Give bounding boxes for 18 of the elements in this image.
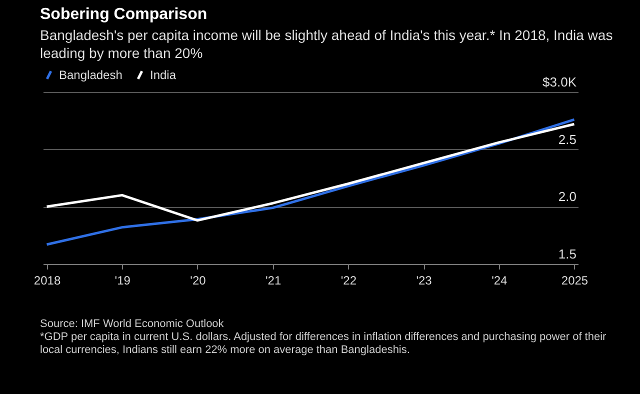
x-tick-label: '20 bbox=[190, 274, 206, 288]
x-tick-label: '22 bbox=[340, 274, 357, 288]
y-tick-label: 1.5 bbox=[558, 246, 576, 262]
x-tick-label: '23 bbox=[416, 274, 432, 288]
legend-label: India bbox=[150, 68, 176, 82]
x-tick-label: 2018 bbox=[34, 274, 61, 288]
legend-label: Bangladesh bbox=[59, 68, 122, 82]
chart-title: Sobering Comparison bbox=[40, 6, 208, 24]
text: *GDP per capita in current U.S. dollars. Adjusted for differences in inflation differences and purchasing power of their local currencies, Indians still earn 22% more on average than Bangladeshis. bbox=[40, 331, 608, 357]
x-tick-label: 2025 bbox=[561, 274, 588, 288]
y-tick-label: 2.5 bbox=[558, 132, 576, 147]
y-tick-label: 2.0 bbox=[558, 189, 576, 204]
x-tick-label: '21 bbox=[266, 274, 282, 288]
chart-subtitle: Bangladesh's per capita income will be slightly ahead of India's this year.* In 2018, India was leading by more than 20% bbox=[40, 26, 614, 62]
y-tick-label: $3.0K bbox=[542, 74, 577, 90]
source-note: Source: IMF World Economic Outlook bbox=[40, 318, 225, 331]
x-tick-label: '19 bbox=[114, 274, 131, 288]
x-tick-label: '24 bbox=[492, 274, 508, 288]
